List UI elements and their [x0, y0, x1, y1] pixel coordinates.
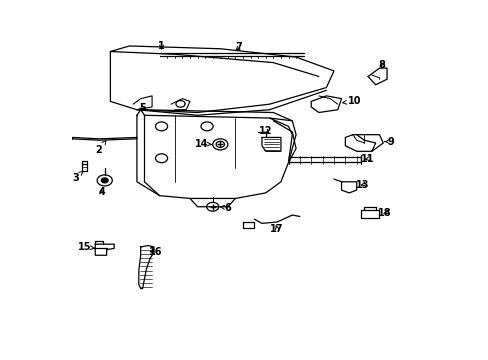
Text: 13: 13 — [356, 180, 369, 190]
Text: 11: 11 — [361, 154, 374, 164]
Text: 8: 8 — [377, 60, 384, 70]
Text: 17: 17 — [270, 224, 284, 234]
Text: 5: 5 — [139, 103, 146, 113]
Text: 7: 7 — [235, 42, 242, 52]
Text: 10: 10 — [342, 96, 361, 107]
Text: 9: 9 — [384, 136, 393, 147]
Text: 1: 1 — [158, 41, 164, 51]
Text: 12: 12 — [259, 126, 272, 135]
Text: 15: 15 — [78, 242, 94, 252]
Text: 16: 16 — [149, 247, 163, 257]
Text: 14: 14 — [194, 139, 211, 149]
Text: 4: 4 — [98, 186, 105, 197]
Text: 3: 3 — [72, 171, 83, 183]
Circle shape — [101, 178, 108, 183]
Text: 18: 18 — [378, 208, 391, 218]
Text: 6: 6 — [220, 203, 231, 212]
Text: 2: 2 — [96, 140, 106, 155]
